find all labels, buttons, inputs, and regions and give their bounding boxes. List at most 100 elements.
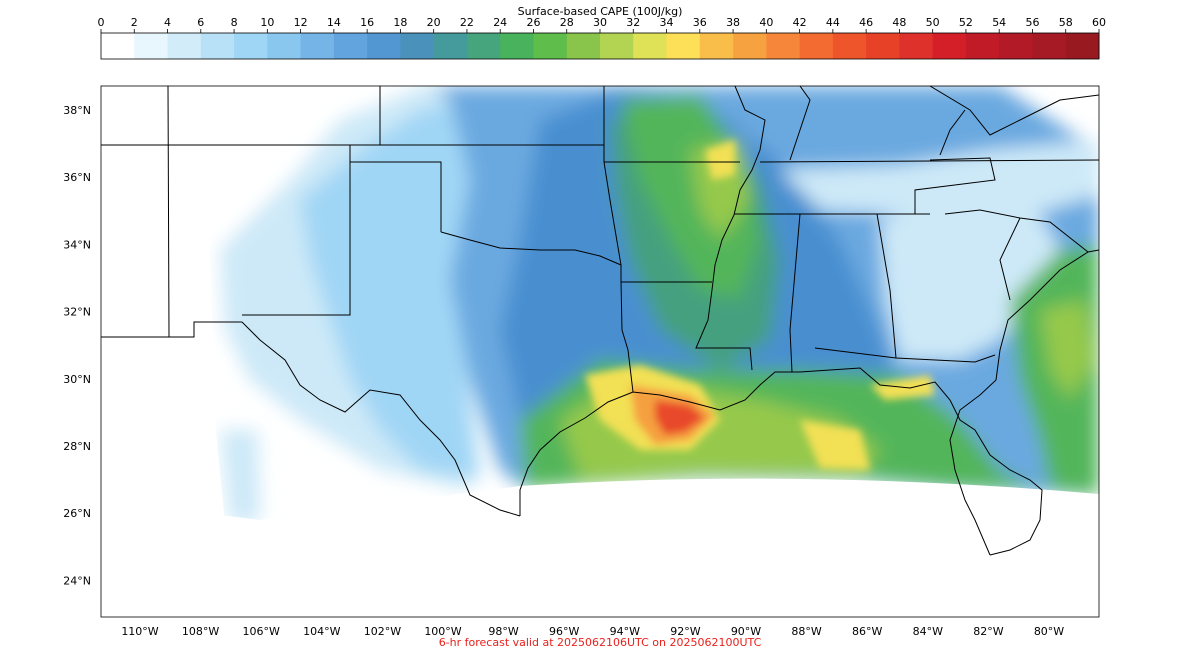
- lon-tick-label: 98°W: [488, 625, 518, 638]
- lat-axis: 38°N 36°N 34°N 32°N 30°N 28°N 26°N 24°N: [63, 104, 91, 587]
- lon-tick-label: 100°W: [424, 625, 461, 638]
- colorbar-swatch: [500, 33, 534, 59]
- colorbar-swatch: [533, 33, 568, 59]
- lon-tick-label: 86°W: [852, 625, 882, 638]
- state-boundary-ms-al: [789, 213, 801, 373]
- colorbar-swatch: [367, 33, 401, 59]
- boundaries: [101, 86, 1099, 556]
- colorbar-swatch: [167, 33, 202, 59]
- colorbar-tick-label: 26: [526, 16, 540, 29]
- lat-tick-label: 26°N: [63, 507, 91, 520]
- colorbar-swatch: [400, 33, 435, 59]
- colorbar-tick-label: 28: [560, 16, 574, 29]
- colorbar-tick-label: 10: [260, 16, 274, 29]
- lon-tick-label: 94°W: [610, 625, 640, 638]
- colorbar-tick-label: 58: [1059, 16, 1073, 29]
- lat-tick-label: 32°N: [63, 306, 91, 319]
- colorbar-swatch: [300, 33, 335, 59]
- colorbar-swatch: [200, 33, 235, 59]
- lon-tick-label: 80°W: [1034, 625, 1064, 638]
- colorbar-tick-label: 52: [959, 16, 973, 29]
- colorbar-tick-label: 42: [793, 16, 807, 29]
- colorbar-swatch: [699, 33, 734, 59]
- colorbar-swatch: [333, 33, 368, 59]
- colorbar-swatch: [1032, 33, 1067, 59]
- cape-region-arkansas-yellow: [705, 140, 735, 180]
- state-boundary-sc-nc: [999, 217, 1021, 301]
- colorbar-frame: [100, 32, 1100, 60]
- cape-region-southeast-light: [880, 205, 1060, 360]
- colorbar-swatch: [799, 33, 834, 59]
- state-boundary-ky-tn: [759, 159, 1099, 163]
- lon-tick-label: 82°W: [973, 625, 1003, 638]
- domain-west-edge: [101, 86, 230, 525]
- colorbar-swatch: [766, 33, 801, 59]
- colorbar-swatch: [566, 33, 601, 59]
- colorbar-tick-label: 50: [926, 16, 940, 29]
- colorbar-tick-label: 4: [164, 16, 171, 29]
- colorbar-swatch: [267, 33, 302, 59]
- state-boundary-ut-az: [167, 86, 170, 338]
- colorbar-tick-label: 8: [231, 16, 238, 29]
- lon-tick-label: 92°W: [670, 625, 700, 638]
- colorbar-tick-label: 60: [1092, 16, 1106, 29]
- cape-region-big-bend: [220, 430, 260, 525]
- colorbar-tick-label: 36: [693, 16, 707, 29]
- colorbar-swatch: [1065, 33, 1100, 59]
- colorbar-tick-label: 48: [892, 16, 906, 29]
- colorbar-tick-label: 56: [1025, 16, 1039, 29]
- lon-tick-label: 106°W: [243, 625, 280, 638]
- state-boundary-al-fl: [814, 347, 996, 363]
- colorbar-tick-label: 16: [360, 16, 374, 29]
- colorbar-swatch: [832, 33, 867, 59]
- colorbar-tick-label: 40: [759, 16, 773, 29]
- cape-region-northeast-light: [780, 140, 1099, 215]
- cape-region-gulf-yellow: [800, 420, 870, 470]
- colorbar-tick-label: 20: [427, 16, 441, 29]
- lon-tick-label: 104°W: [303, 625, 340, 638]
- state-boundary-nm-tx: [242, 145, 351, 316]
- lon-tick-label: 90°W: [731, 625, 761, 638]
- colorbar-swatch: [600, 33, 634, 59]
- state-boundary-red-river: [440, 231, 622, 266]
- colorbar-tick-label: 22: [460, 16, 474, 29]
- state-boundary-ok-panhandle: [350, 161, 442, 232]
- colorbar-title: Surface-based CAPE (100J/kg): [517, 5, 683, 18]
- colorbar-swatch: [999, 33, 1033, 59]
- lat-tick-label: 28°N: [63, 440, 91, 453]
- lat-tick-label: 38°N: [63, 104, 91, 117]
- lon-tick-label: 96°W: [549, 625, 579, 638]
- cape-field: [101, 86, 1099, 617]
- colorbar-swatch: [666, 33, 701, 59]
- colorbar-swatch: [433, 33, 468, 59]
- state-boundary-ky-oh: [789, 86, 811, 161]
- state-boundary-wv: [929, 86, 1099, 136]
- forecast-caption: 6-hr forecast valid at 2025062106UTC on …: [438, 636, 762, 649]
- coastline-texas: [519, 367, 1043, 556]
- lon-tick-label: 102°W: [364, 625, 401, 638]
- lat-tick-label: 30°N: [63, 373, 91, 386]
- state-boundary-tx-la: [620, 281, 634, 393]
- colorbar-swatch: [733, 33, 767, 59]
- colorbar-swatch: [899, 33, 934, 59]
- colorbar-tick-label: 12: [294, 16, 308, 29]
- cape-region-west-sky: [300, 100, 480, 480]
- colorbar-swatch: [633, 33, 668, 59]
- colorbar-tick-label: 0: [98, 16, 105, 29]
- domain-south-edge: [101, 478, 1099, 617]
- lon-tick-label: 110°W: [121, 625, 158, 638]
- colorbar-tick-label: 24: [493, 16, 507, 29]
- colorbar-tick-label: 2: [131, 16, 138, 29]
- colorbar-swatch: [965, 33, 1000, 59]
- colorbar-swatch: [134, 33, 169, 59]
- colorbar-ticks: 0 2 4 6 8 10 12 14 16 18 20 22 24 26 28 30 32 34 36 38 40 42 4…: [98, 16, 1106, 33]
- colorbar-tick-label: 30: [593, 16, 607, 29]
- colorbar-swatch: [866, 33, 900, 59]
- colorbar-swatches: [101, 33, 1100, 59]
- mexico-border-rio-grande: [241, 321, 521, 517]
- state-boundary-az-mexico: [101, 321, 242, 338]
- cape-region-louisiana-red: [655, 400, 705, 435]
- coastline-florida-east: [949, 249, 1099, 556]
- lon-tick-label: 88°W: [791, 625, 821, 638]
